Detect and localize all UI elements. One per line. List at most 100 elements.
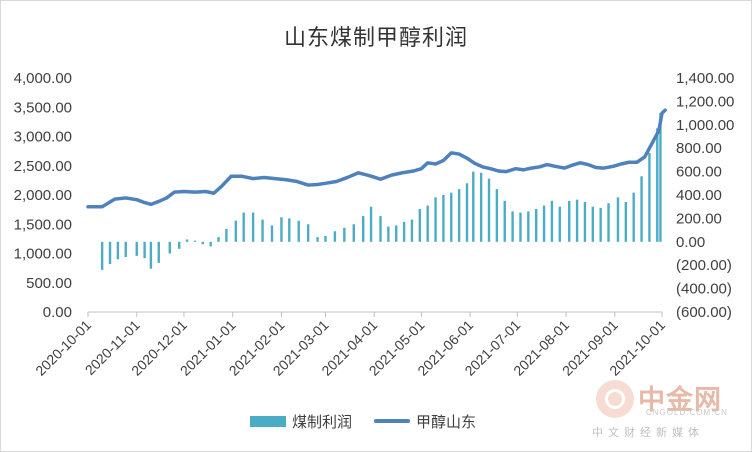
bar [362,216,365,242]
bar [100,241,104,270]
bar [178,241,181,249]
y-left-tick-label: 1,000.00 [14,246,72,263]
y-right-tick-label: 400.00 [676,187,722,204]
bar [168,241,171,254]
bar [209,241,212,247]
y-left-tick-label: 1,500.00 [14,216,72,233]
line-series [86,108,667,209]
bar [648,152,651,242]
bar [558,206,561,242]
bar [251,212,255,242]
y-left-tick-label: 2,000.00 [14,187,72,204]
legend-line-swatch [374,419,411,423]
y-right-tick-label: (200.00) [676,257,732,274]
series-line [86,108,667,209]
bar [495,189,499,242]
bar [242,212,245,242]
bar [519,212,522,242]
bar [599,207,602,242]
bar [108,241,112,265]
bar [632,192,635,242]
legend-bar-label: 煤制利润 [292,412,353,431]
bar [568,200,571,242]
bar [503,200,506,242]
bar [185,239,189,242]
y-left-tick-label: 500.00 [26,275,72,292]
bar [583,202,587,242]
legend: 煤制利润 甲醇山东 [250,410,498,432]
bar [624,202,628,242]
bar [143,241,146,259]
y-right-tick-label: 1,000.00 [676,117,734,134]
bar [511,211,514,242]
y-right-tick-label: (600.00) [676,304,732,321]
chart-title: 山东煤制甲醇利润 [283,26,468,51]
bar [306,224,310,242]
bar [343,227,346,242]
legend-line-label: 甲醇山东 [416,412,477,431]
y-right-tick-label: 1,200.00 [676,93,734,110]
bar [450,192,453,242]
y-left-tick-label: 3,000.00 [14,129,72,146]
bar [395,225,398,242]
bar [217,237,220,242]
bar [193,240,197,242]
watermark-logo-icon [596,380,634,418]
bar [234,220,238,242]
bar [297,220,300,242]
bar [426,205,429,242]
bar [270,225,274,242]
bar [379,216,382,242]
watermark-slogan: 中文财经新媒体 [592,426,704,439]
bar [457,189,461,242]
y-right-tick-label: (400.00) [676,281,732,298]
bar [472,171,475,242]
bar [591,206,595,242]
bar [261,219,264,242]
bar [387,226,390,242]
watermark-name: 中金网 [638,385,722,416]
bar [402,221,406,242]
bar [479,172,483,242]
legend-item-bar: 煤制利润 [250,411,352,432]
bar [124,241,127,258]
bar [201,241,204,245]
y-right-tick-label: 800.00 [676,140,722,157]
y-right-tick-label: 600.00 [676,164,722,181]
y-left-tick-label: 0.00 [43,304,72,321]
bar [550,200,554,242]
bar [527,211,530,242]
bar [324,235,327,242]
bar [607,203,610,242]
bar [487,178,491,242]
bar [116,241,120,260]
bar [616,197,620,242]
legend-item-line: 甲醇山东 [374,411,476,432]
bar [656,128,659,242]
watermark-url: CNGOLD.COM.CN [646,408,728,417]
y-left-tick-label: 4,000.00 [14,70,72,87]
bar [333,231,337,242]
bar [149,241,153,269]
bar [465,183,469,242]
y-left-tick-label: 2,500.00 [14,158,72,175]
bar [280,217,283,242]
bar [352,224,355,242]
bar [659,113,662,242]
bar [534,209,538,242]
y-left-tick-label: 3,500.00 [14,99,72,116]
bar [418,209,422,242]
bar [288,218,291,242]
bar [575,199,579,242]
bar-series [100,113,662,270]
y-right-tick-label: 200.00 [676,210,722,227]
bar [135,241,138,256]
y-right-tick-label: 1,400.00 [676,70,734,87]
legend-bar-swatch [250,415,286,427]
bar [442,195,445,242]
bar [410,219,414,242]
y-right-tick-label: 0.00 [676,234,705,251]
bar [542,205,546,242]
bar [640,176,643,242]
